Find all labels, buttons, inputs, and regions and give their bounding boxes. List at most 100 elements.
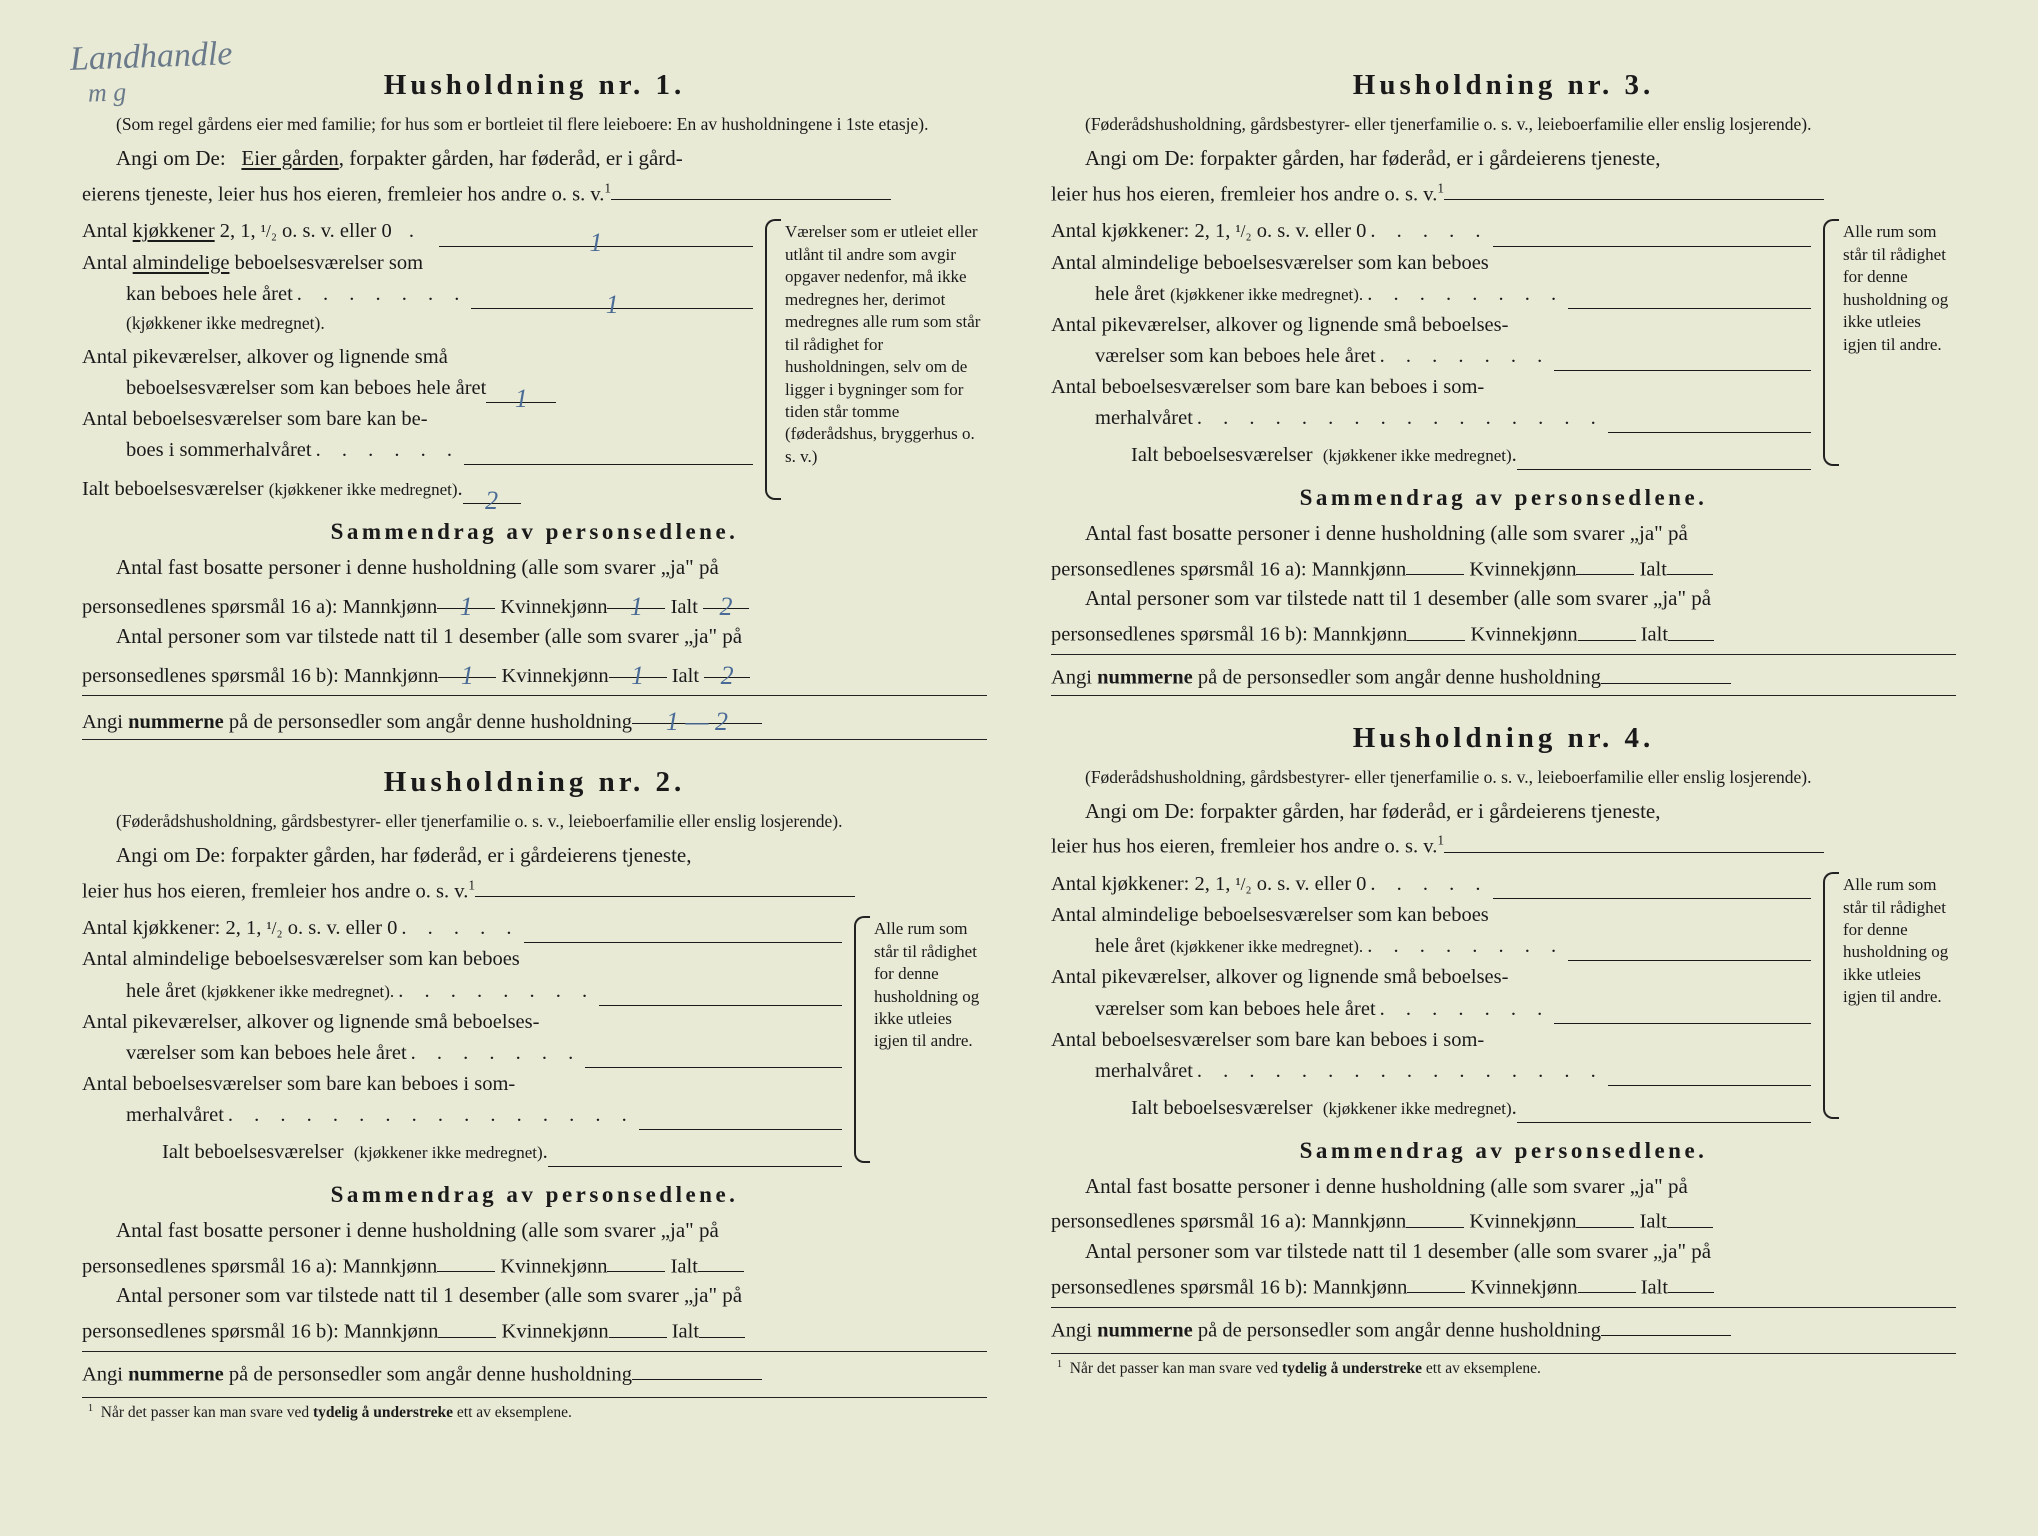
s1-p2b: personsedlenes spørsmål 16 b): Mannkjønn… xyxy=(82,656,987,691)
rule xyxy=(82,1351,987,1352)
rule xyxy=(1051,1307,1956,1308)
h4-q4b: merhalvåret xyxy=(1095,1057,1193,1086)
rule xyxy=(82,739,987,740)
h1-q2-paren: (kjøkkener ikke medregnet). xyxy=(82,311,753,336)
s1-p2: Antal personer som var tilstede natt til… xyxy=(82,622,987,652)
s1-p1b: personsedlenes spørsmål 16 a): Mannkjønn… xyxy=(82,587,987,622)
h2-questions: Antal kjøkkener: 2, 1, ¹/₂ o. s. v. elle… xyxy=(82,914,842,1169)
dots: . . . . . xyxy=(397,914,523,943)
s1-m-value: 1 xyxy=(460,592,473,621)
h1-q4b: boes i sommerhalvåret xyxy=(126,436,312,465)
s4-p2: Antal personer som var tilstede natt til… xyxy=(1051,1237,1956,1267)
dots: . . . . . . . . . . . . . . . . xyxy=(1193,404,1608,433)
s4-p1: Antal fast bosatte personer i denne hush… xyxy=(1051,1172,1956,1202)
brace-icon xyxy=(854,916,870,1163)
h4-title: Husholdning nr. 4. xyxy=(1051,718,1956,759)
h2-angi: Angi om De: forpakter gården, har føderå… xyxy=(82,841,987,871)
h3-angi2: leier hus hos eieren, fremleier hos andr… xyxy=(1051,178,1956,210)
h2-q4a: Antal beboelsesværelser som bare kan beb… xyxy=(82,1070,842,1099)
s2-p2b: personsedlenes spørsmål 16 b): Mannkjønn… xyxy=(82,1315,987,1347)
h1-q2b: kan beboes hele året xyxy=(126,280,293,309)
h1-q2-value: 1 xyxy=(606,290,619,319)
brace-icon xyxy=(765,219,781,500)
dots: . . . . . . . xyxy=(293,280,472,309)
h4-angi2: leier hus hos eieren, fremleier hos andr… xyxy=(1051,830,1956,862)
h3-q4b: merhalvåret xyxy=(1095,404,1193,433)
h4-q3b: værelser som kan beboes hele året xyxy=(1095,995,1376,1024)
h3-questions: Antal kjøkkener: 2, 1, ¹/₂ o. s. v. elle… xyxy=(1051,217,1811,472)
h1-q2a: Antal almindelige beboelsesværelser som xyxy=(82,249,753,278)
dots: . . . . . . . . xyxy=(394,977,599,1006)
handwriting-annotation: Landhandle xyxy=(69,35,233,79)
dots: . . . . . xyxy=(1366,217,1492,246)
dots: . . . . . . . . xyxy=(1363,932,1568,961)
h1-note: (Som regel gårdens eier med familie; for… xyxy=(82,112,987,137)
dots: . . . . . . . xyxy=(1376,995,1555,1024)
brace-icon xyxy=(1823,872,1839,1119)
s1-title: Sammendrag av personsedlene. xyxy=(82,516,987,549)
h1-q4a: Antal beboelsesværelser som bare kan be- xyxy=(82,405,753,434)
s1-p3: Angi nummerne på de personsedler som ang… xyxy=(82,702,987,737)
h3-ialt: Ialt beboelsesværelser (kjøkkener ikke m… xyxy=(1131,441,1517,470)
dots: . . . . . . . xyxy=(407,1039,586,1068)
s1-m2-value: 1 xyxy=(461,661,474,690)
dots: . . . . . xyxy=(1366,870,1492,899)
h1-q3a: Antal pikeværelser, alkover og lignende … xyxy=(82,343,753,372)
dots: . . . . . . xyxy=(312,436,464,465)
s2-p1b: personsedlenes spørsmål 16 a): Mannkjønn… xyxy=(82,1250,987,1282)
h1-sidenote: Værelser som er utleiet eller utlånt til… xyxy=(763,217,987,506)
h2-q3a: Antal pikeværelser, alkover og lignende … xyxy=(82,1008,842,1037)
h3-q3b: værelser som kan beboes hele året xyxy=(1095,342,1376,371)
dots: . . . . . . . . . . . . . . . . xyxy=(224,1101,639,1130)
s1-p1: Antal fast bosatte personer i denne hush… xyxy=(82,553,987,583)
brace-icon xyxy=(1823,219,1839,466)
h3-q3a: Antal pikeværelser, alkover og lignende … xyxy=(1051,311,1811,340)
s1-i2-value: 2 xyxy=(721,661,734,690)
h2-title: Husholdning nr. 2. xyxy=(82,762,987,803)
rule xyxy=(1051,695,1956,696)
dots: . . . . . . . xyxy=(1376,342,1555,371)
s4-title: Sammendrag av personsedlene. xyxy=(1051,1135,1956,1168)
h3-note: (Føderådshusholdning, gårdsbestyrer- ell… xyxy=(1051,112,1956,137)
s2-p1: Antal fast bosatte personer i denne hush… xyxy=(82,1216,987,1246)
footnote-left: 1 Når det passer kan man svare ved tydel… xyxy=(82,1397,987,1424)
h2-q4b: merhalvåret xyxy=(126,1101,224,1130)
s1-k-value: 1 xyxy=(630,592,643,621)
h3-title: Husholdning nr. 3. xyxy=(1051,65,1956,106)
h4-angi: Angi om De: forpakter gården, har føderå… xyxy=(1051,797,1956,827)
s1-k2-value: 1 xyxy=(631,661,644,690)
handwriting-annotation-2: m g xyxy=(87,77,126,108)
h1-angi-2: eierens tjeneste, leier hus hos eieren, … xyxy=(82,178,987,210)
h4-q2b: hele året (kjøkkener ikke medregnet). xyxy=(1095,932,1363,961)
s2-p2: Antal personer som var tilstede natt til… xyxy=(82,1281,987,1311)
h2-q1: Antal kjøkkener: 2, 1, ¹/₂ o. s. v. elle… xyxy=(82,914,397,943)
h2-q2b: hele året (kjøkkener ikke medregnet). xyxy=(126,977,394,1006)
rule xyxy=(1051,654,1956,655)
s1-i-value: 2 xyxy=(720,592,733,621)
h4-q4a: Antal beboelsesværelser som bare kan beb… xyxy=(1051,1026,1811,1055)
h4-note: (Føderådshusholdning, gårdsbestyrer- ell… xyxy=(1051,765,1956,790)
h1-questions: Antal kjøkkener 2, 1, ¹/₂ o. s. v. eller… xyxy=(82,217,753,506)
h1-q3-value: 1 xyxy=(515,384,528,413)
h2-note: (Føderådshusholdning, gårdsbestyrer- ell… xyxy=(82,809,987,834)
s3-p3: Angi nummerne på de personsedler som ang… xyxy=(1051,661,1956,693)
h2-q3b: værelser som kan beboes hele året xyxy=(126,1039,407,1068)
h4-q1: Antal kjøkkener: 2, 1, ¹/₂ o. s. v. elle… xyxy=(1051,870,1366,899)
h1-ialt-value: 2 xyxy=(485,486,498,515)
dots: . . . . . . . . xyxy=(1363,280,1568,309)
footnote-right: 1 Når det passer kan man svare ved tydel… xyxy=(1051,1353,1956,1380)
s4-p2b: personsedlenes spørsmål 16 b): Mannkjønn… xyxy=(1051,1271,1956,1303)
h3-q4a: Antal beboelsesværelser som bare kan beb… xyxy=(1051,373,1811,402)
h4-sidenote: Alle rum som står til rådighet for denne… xyxy=(1821,870,1956,1125)
rule xyxy=(82,695,987,696)
h4-questions: Antal kjøkkener: 2, 1, ¹/₂ o. s. v. elle… xyxy=(1051,870,1811,1125)
s3-title: Sammendrag av personsedlene. xyxy=(1051,482,1956,515)
s4-p3: Angi nummerne på de personsedler som ang… xyxy=(1051,1314,1956,1346)
s4-p1b: personsedlenes spørsmål 16 a): Mannkjønn… xyxy=(1051,1205,1956,1237)
h2-sidenote: Alle rum som står til rådighet for denne… xyxy=(852,914,987,1169)
h2-angi2: leier hus hos eieren, fremleier hos andr… xyxy=(82,875,987,907)
h3-q2a: Antal almindelige beboelsesværelser som … xyxy=(1051,249,1811,278)
h3-q2b: hele året (kjøkkener ikke medregnet). xyxy=(1095,280,1363,309)
s1-num-value: 1 — 2 xyxy=(666,707,728,736)
s3-p1b: personsedlenes spørsmål 16 a): Mannkjønn… xyxy=(1051,553,1956,585)
